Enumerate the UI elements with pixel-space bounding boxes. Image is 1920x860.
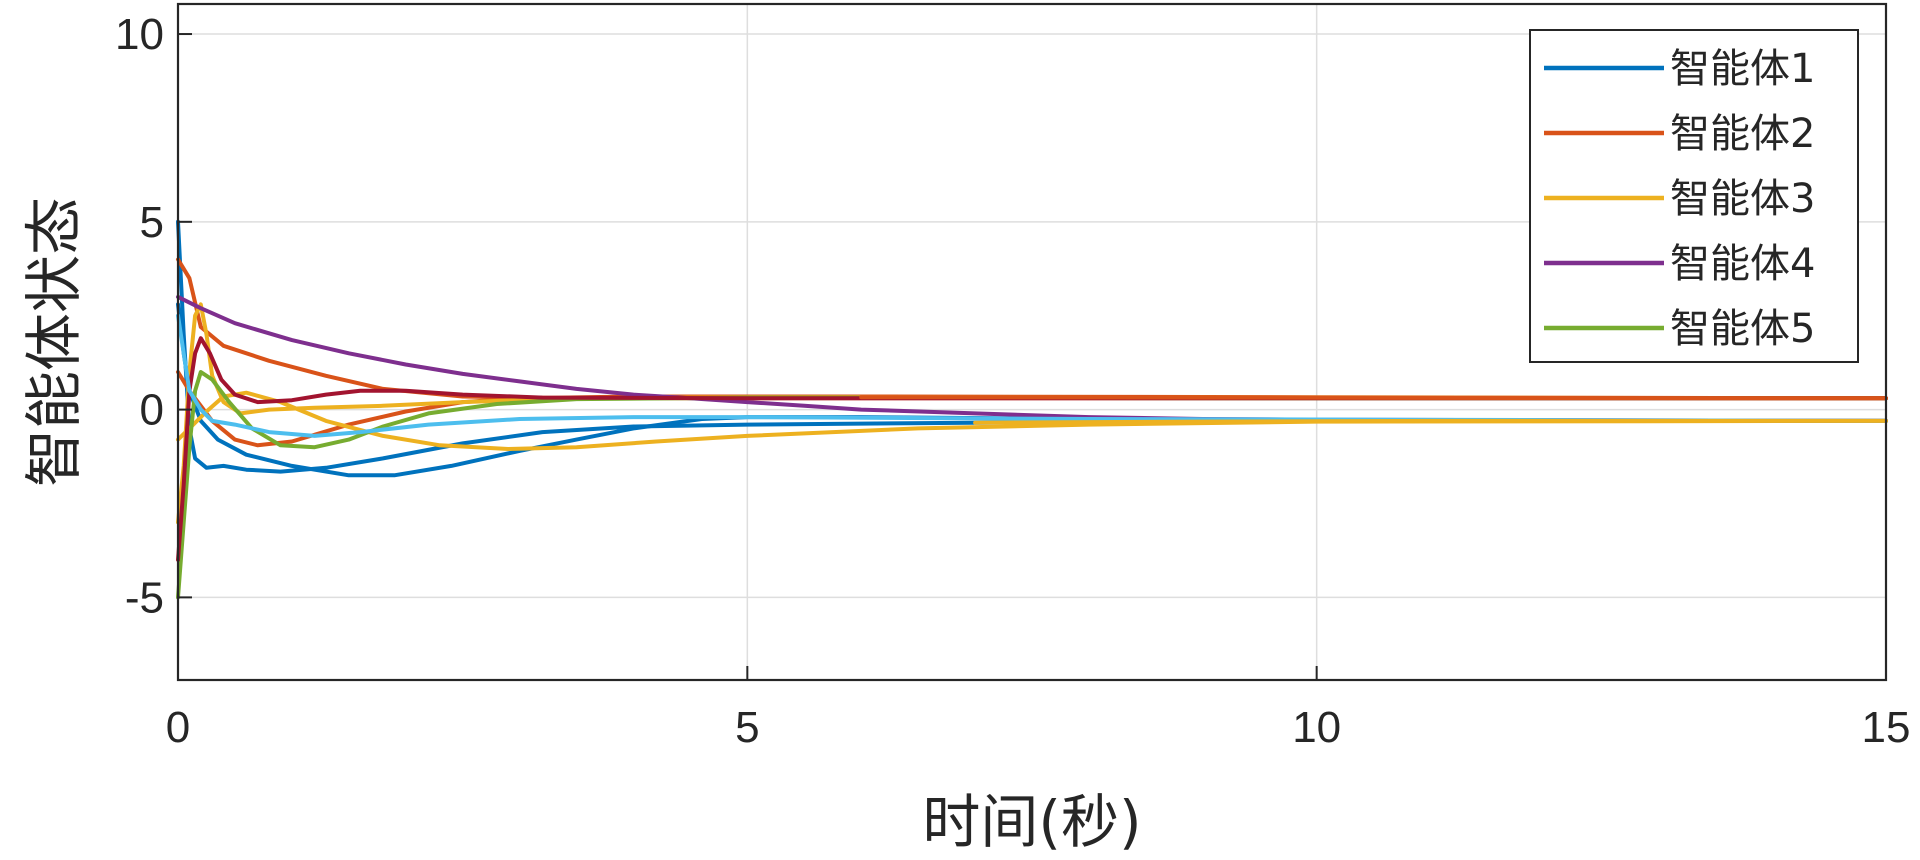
y-tick-label-3: 10 <box>115 10 164 59</box>
x-tick-label-0: 0 <box>166 703 190 752</box>
series-line-5 <box>176 390 1888 451</box>
series-group <box>176 219 1888 600</box>
y-tick-label-1: 0 <box>140 386 164 435</box>
legend-label-1: 智能体1 <box>1670 46 1815 92</box>
legend-label-2: 智能体2 <box>1670 111 1815 157</box>
y-tick-label-2: 5 <box>140 198 164 247</box>
x-tick-label-3: 15 <box>1862 703 1911 752</box>
legend-label-3: 智能体3 <box>1670 176 1815 222</box>
y-tick-label-0: -5 <box>125 573 164 622</box>
series-line-10 <box>973 418 1888 425</box>
x-axis-label: 时间(秒) <box>922 788 1141 856</box>
series-line-9 <box>176 313 1888 438</box>
series-line-11 <box>859 395 1888 401</box>
y-axis-label: 智能体状态 <box>20 197 88 487</box>
axes-frame <box>176 2 1888 682</box>
legend-label-5: 智能体5 <box>1670 306 1815 352</box>
series-line-3 <box>176 370 1888 448</box>
x-tick-label-2: 10 <box>1292 703 1341 752</box>
legend-label-4: 智能体4 <box>1670 241 1815 287</box>
x-tick-label-1: 5 <box>735 703 759 752</box>
tick-labels: 0 5 10 15 -5 0 5 10 <box>115 10 1910 752</box>
series-line-8 <box>176 336 1888 562</box>
series-line-0 <box>176 219 1888 474</box>
legend: 智能体1 智能体2 智能体3 智能体4 智能体5 <box>1529 29 1859 363</box>
